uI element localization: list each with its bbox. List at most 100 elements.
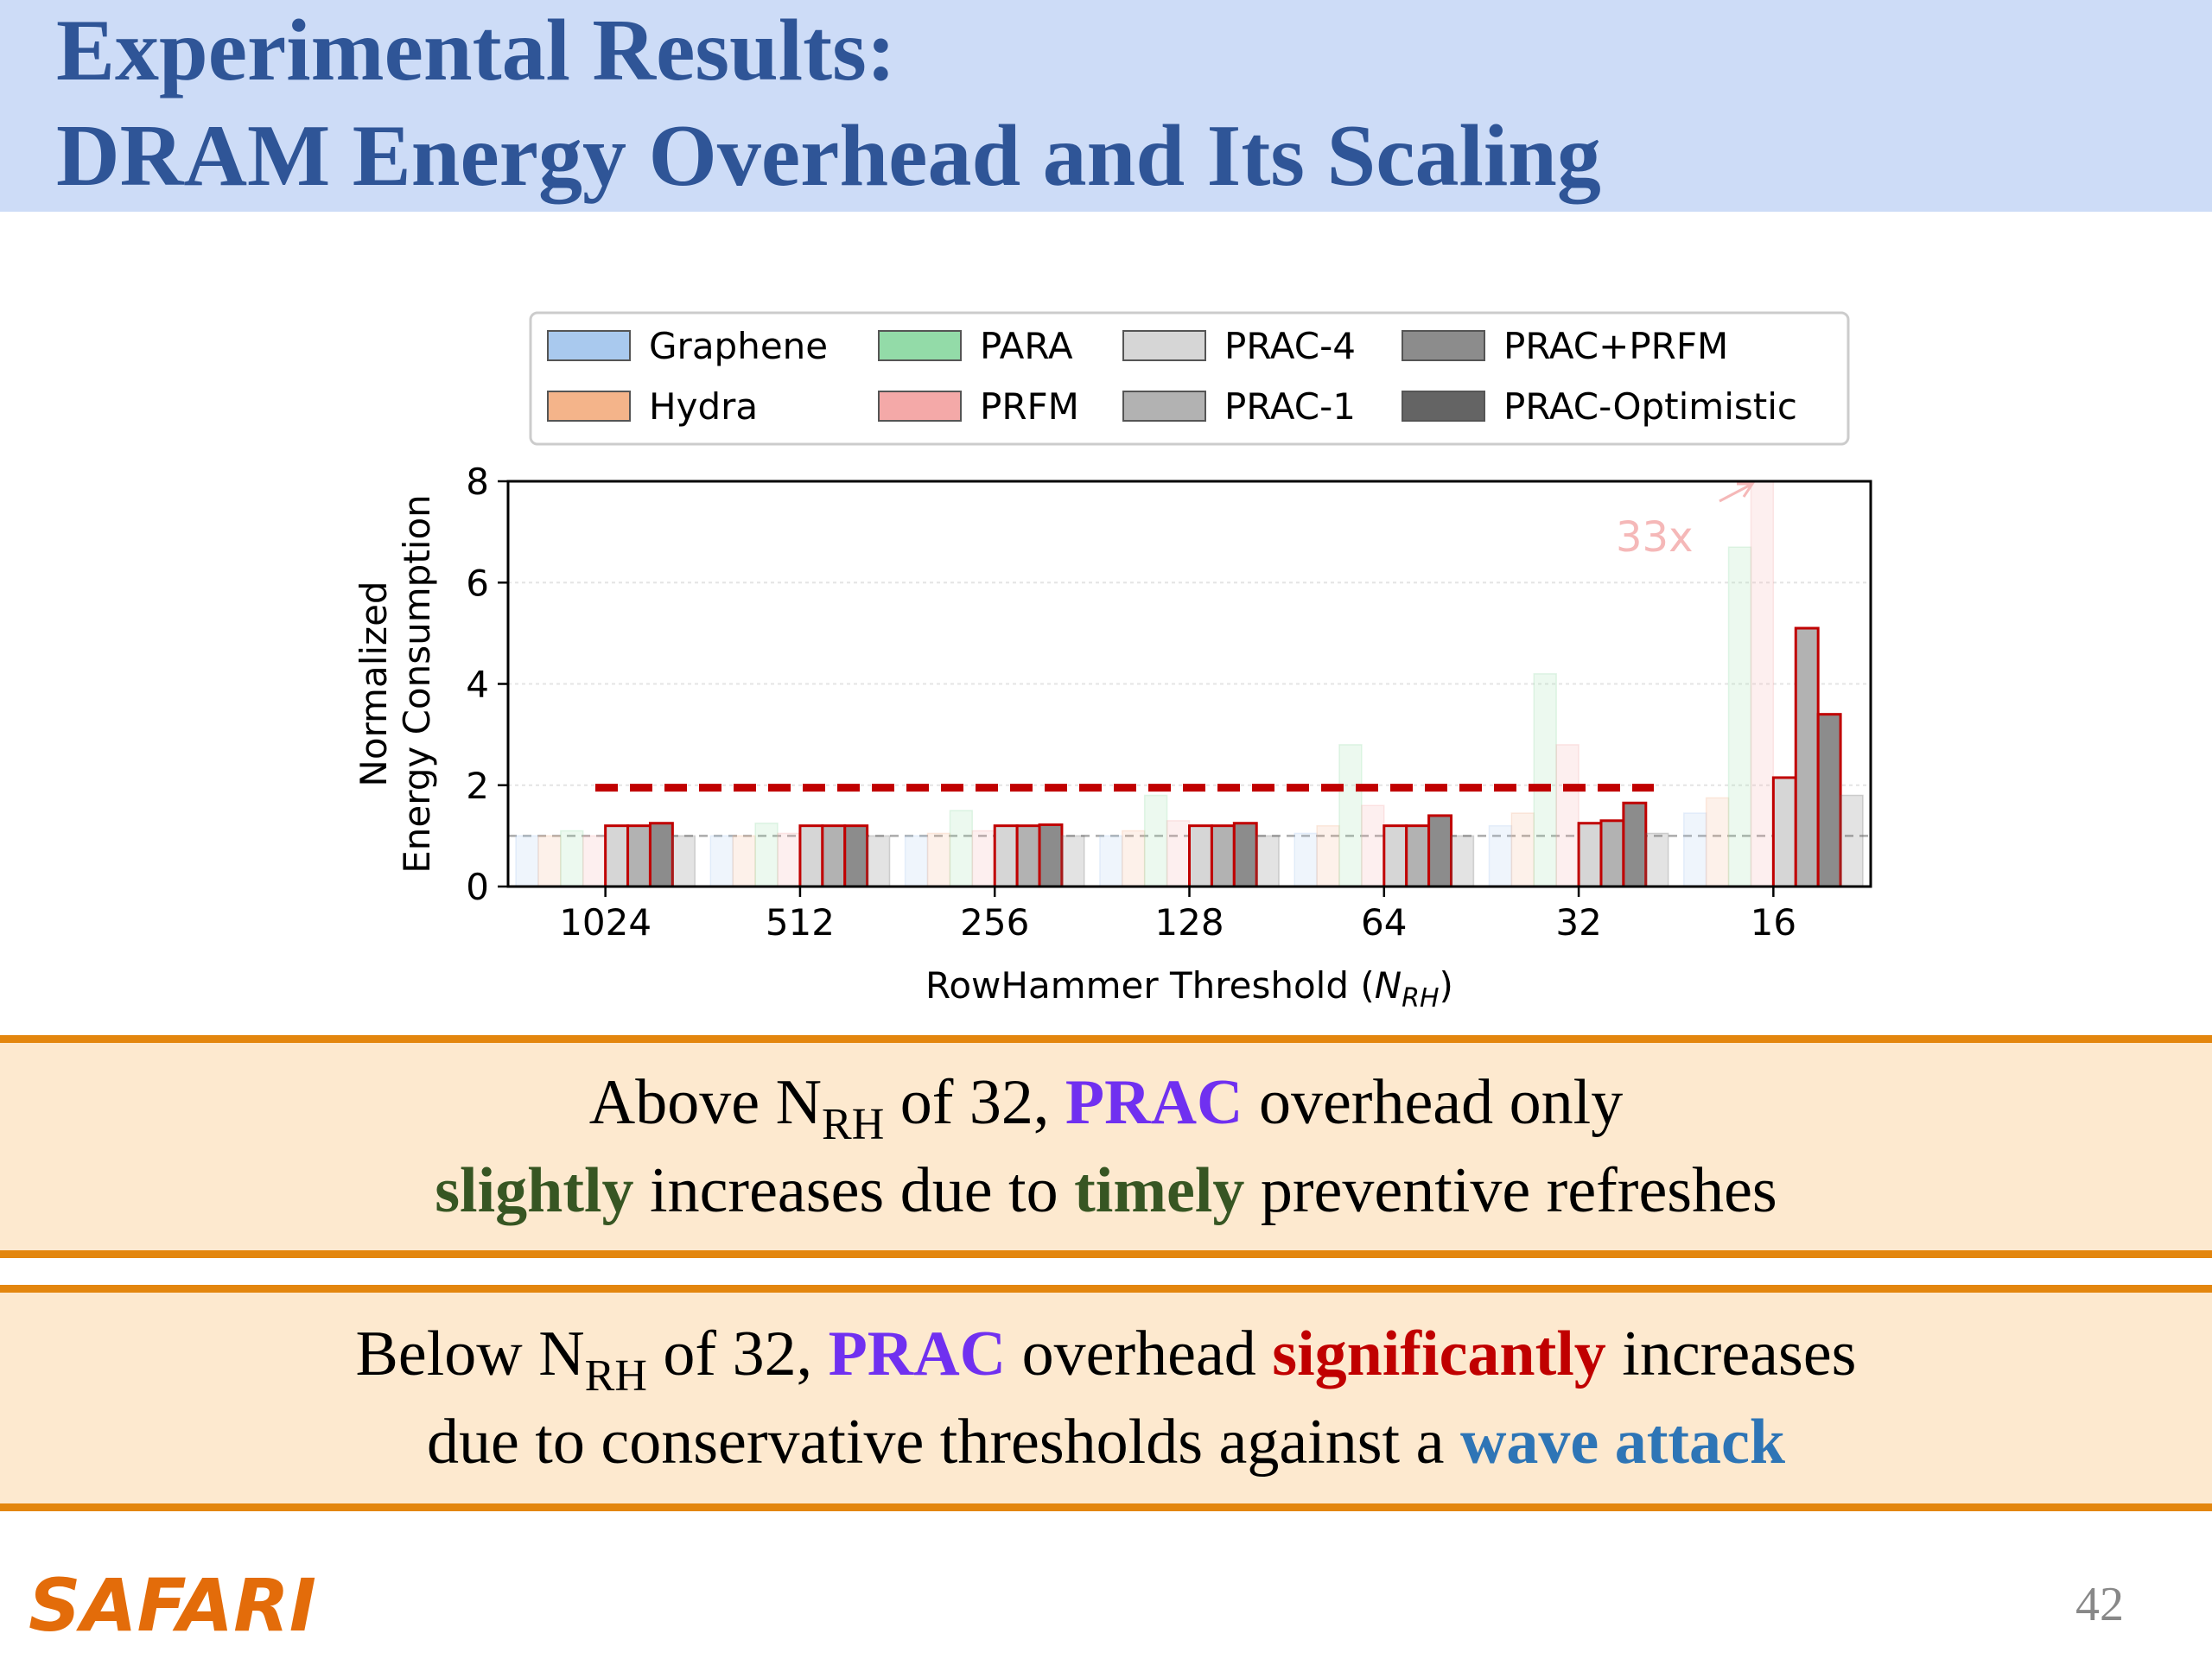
legend-label: Graphene bbox=[649, 325, 828, 367]
legend-swatch bbox=[547, 391, 631, 422]
bar bbox=[1166, 820, 1191, 887]
bar bbox=[993, 824, 1019, 887]
takeaway-text: due to conservative thresholds against a… bbox=[427, 1407, 1786, 1478]
x-axis-label-part: ) bbox=[1440, 964, 1453, 1007]
legend-label: Hydra bbox=[649, 385, 758, 428]
text-run: increases bbox=[1606, 1319, 1857, 1389]
text-run: PRAC bbox=[1065, 1067, 1243, 1138]
y-axis-label: Normalized bbox=[353, 581, 395, 786]
bar bbox=[1255, 835, 1280, 887]
title-line: DRAM Energy Overhead and Its Scaling bbox=[56, 107, 1601, 205]
bar bbox=[626, 824, 652, 887]
bar bbox=[1382, 824, 1408, 887]
text-run: of 32, bbox=[884, 1067, 1065, 1138]
bar bbox=[843, 824, 869, 887]
bar bbox=[1555, 744, 1580, 887]
takeaway-box bbox=[0, 1037, 2212, 1255]
bar bbox=[1338, 744, 1363, 887]
legend-label: PRAC+PRFM bbox=[1503, 325, 1728, 367]
bar bbox=[777, 832, 801, 887]
bar bbox=[1488, 824, 1513, 887]
bar bbox=[949, 810, 974, 887]
text-run: overhead only bbox=[1243, 1067, 1623, 1138]
logo: SAFARI bbox=[29, 1563, 316, 1648]
x-tick-label: 128 bbox=[1154, 901, 1224, 944]
text-run: RH bbox=[585, 1351, 647, 1401]
title-bar bbox=[0, 0, 2212, 212]
text-run: PRAC bbox=[829, 1319, 1007, 1389]
bar bbox=[926, 832, 951, 887]
takeaway-text: Below NRH of 32, PRAC overhead significa… bbox=[356, 1319, 1857, 1401]
bar bbox=[1232, 822, 1258, 887]
legend-swatch bbox=[1402, 391, 1485, 422]
y-tick-label: 0 bbox=[466, 866, 489, 908]
bar bbox=[1599, 819, 1625, 887]
x-tick-label: 64 bbox=[1361, 901, 1407, 944]
bar bbox=[1122, 830, 1146, 887]
x-tick-label: 1024 bbox=[559, 901, 652, 944]
legend-swatch bbox=[1122, 330, 1206, 361]
bar bbox=[1794, 626, 1820, 887]
bar bbox=[1405, 824, 1431, 887]
legend-swatch bbox=[1402, 330, 1485, 361]
bar bbox=[1533, 673, 1557, 887]
plot-frame bbox=[506, 480, 1872, 888]
bar bbox=[732, 835, 756, 887]
bar bbox=[1316, 824, 1340, 887]
legend-swatch bbox=[878, 391, 962, 422]
bar bbox=[1645, 832, 1669, 887]
x-tick-label: 512 bbox=[766, 901, 835, 944]
bar bbox=[1061, 835, 1085, 887]
bar bbox=[1622, 801, 1648, 887]
bar bbox=[1188, 824, 1213, 887]
bar bbox=[560, 830, 584, 887]
x-tick-label: 256 bbox=[960, 901, 1029, 944]
bar bbox=[1840, 794, 1864, 887]
legend-box bbox=[529, 311, 1850, 446]
bar bbox=[1361, 804, 1385, 887]
bar bbox=[537, 835, 562, 887]
text-run: timely bbox=[1074, 1155, 1244, 1226]
title-line: Experimental Results: bbox=[56, 2, 896, 99]
annotation-arrow bbox=[1719, 482, 1755, 503]
y-tick-label: 6 bbox=[466, 562, 489, 604]
text-run: increases due to bbox=[634, 1155, 1075, 1226]
legend-label: PRAC-Optimistic bbox=[1503, 385, 1797, 428]
bar bbox=[754, 822, 779, 887]
bar bbox=[1727, 546, 1752, 887]
bar bbox=[798, 824, 824, 887]
bar bbox=[1705, 797, 1730, 887]
box-border bbox=[0, 1250, 2212, 1258]
bar bbox=[1294, 832, 1318, 887]
text-run: Above N bbox=[589, 1067, 822, 1138]
box-border bbox=[0, 1503, 2212, 1511]
takeaway-box bbox=[0, 1288, 2212, 1507]
bar bbox=[515, 835, 539, 887]
box-border bbox=[0, 1035, 2212, 1043]
bar bbox=[1038, 823, 1064, 887]
bar bbox=[971, 830, 995, 887]
bar bbox=[1771, 776, 1797, 887]
x-axis-label-part: RH bbox=[1402, 983, 1439, 1014]
bar bbox=[1015, 824, 1041, 887]
y-axis-label: Energy Consumption bbox=[396, 494, 438, 874]
bar bbox=[1816, 713, 1842, 887]
x-axis-label: RowHammer Threshold (NRH) bbox=[925, 964, 1453, 1014]
legend-label: PRAC-1 bbox=[1224, 385, 1356, 428]
legend-swatch bbox=[547, 330, 631, 361]
bar bbox=[709, 835, 734, 887]
takeaway-text: Above NRH of 32, PRAC overhead only bbox=[589, 1067, 1623, 1149]
legend-label: PARA bbox=[980, 325, 1073, 367]
bar bbox=[671, 835, 696, 887]
y-tick-label: 4 bbox=[466, 664, 489, 706]
bar bbox=[648, 822, 674, 887]
text-run: due to conservative thresholds against a bbox=[427, 1407, 1460, 1478]
annotation: 33x bbox=[1616, 513, 1693, 562]
y-tick-label: 8 bbox=[466, 461, 489, 503]
bar bbox=[1682, 812, 1707, 887]
bar bbox=[904, 835, 929, 887]
page-number: 42 bbox=[2075, 1578, 2124, 1631]
legend-swatch bbox=[1122, 391, 1206, 422]
